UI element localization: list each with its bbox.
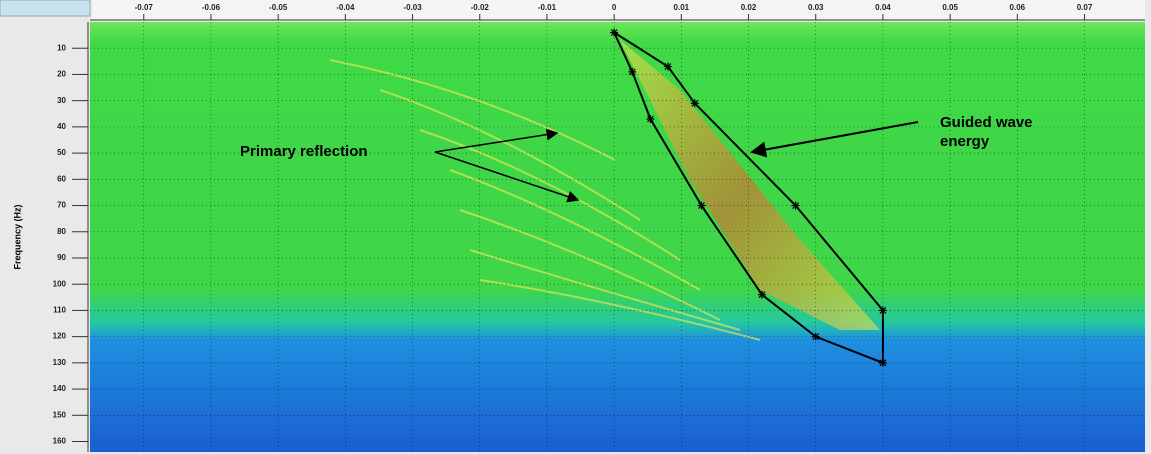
y-tick-label: 30 bbox=[57, 96, 66, 105]
x-tick-label: -0.06 bbox=[202, 3, 221, 12]
spectrum-image bbox=[90, 22, 1145, 452]
y-tick-label: 90 bbox=[57, 253, 66, 262]
y-axis-label: Frequency (Hz) bbox=[12, 204, 22, 269]
x-tick-label: 0.01 bbox=[674, 3, 690, 12]
x-tick-label: 0.02 bbox=[741, 3, 757, 12]
y-tick-label: 150 bbox=[53, 410, 67, 419]
y-tick-label: 60 bbox=[57, 174, 66, 183]
x-tick-label: -0.07 bbox=[135, 3, 154, 12]
top-axis-strip bbox=[92, 0, 1145, 20]
x-tick-label: 0.05 bbox=[942, 3, 958, 12]
x-tick-label: 0.04 bbox=[875, 3, 891, 12]
x-tick-label: -0.01 bbox=[538, 3, 557, 12]
y-tick-label: 100 bbox=[53, 279, 67, 288]
x-tick-label: -0.02 bbox=[471, 3, 490, 12]
y-tick-label: 160 bbox=[53, 437, 67, 446]
chart: Frequency (Hz) -0.07 -0.06 -0.05 -0.04 -0.03… bbox=[0, 0, 1151, 454]
y-tick-label: 110 bbox=[53, 306, 66, 315]
polygon-vertex bbox=[697, 202, 705, 210]
y-tick-label: 50 bbox=[57, 148, 66, 157]
polygon-vertex bbox=[879, 359, 887, 367]
x-tick-label: -0.05 bbox=[269, 3, 288, 12]
polygon-vertex bbox=[610, 28, 618, 36]
page: {"chart_data": {"type": "fk-spectrum", "… bbox=[0, 0, 1151, 454]
y-tick-label: 80 bbox=[57, 227, 66, 236]
corner-box bbox=[0, 0, 90, 16]
x-tick-label: 0.06 bbox=[1010, 3, 1026, 12]
x-tick-label: -0.04 bbox=[336, 3, 355, 12]
polygon-vertex bbox=[628, 68, 636, 76]
y-tick-label: 120 bbox=[53, 332, 67, 341]
polygon-vertex bbox=[664, 63, 672, 71]
polygon-vertex bbox=[646, 115, 654, 123]
polygon-vertex bbox=[691, 99, 699, 107]
x-tick-label: 0.03 bbox=[808, 3, 824, 12]
x-tick-label: 0 bbox=[612, 3, 617, 12]
x-tick-label: 0.07 bbox=[1077, 3, 1093, 12]
x-tick-label: -0.03 bbox=[403, 3, 422, 12]
polygon-vertex bbox=[758, 291, 766, 299]
y-tick-label: 10 bbox=[57, 43, 66, 52]
polygon-vertex bbox=[812, 333, 820, 341]
y-tick-label: 130 bbox=[53, 358, 67, 367]
spectrum-background bbox=[90, 22, 1145, 452]
annotation: energy bbox=[940, 133, 990, 150]
annotation: Guided wave bbox=[940, 114, 1033, 131]
polygon-vertex bbox=[879, 306, 887, 314]
y-tick-label: 40 bbox=[57, 122, 66, 131]
y-tick-label: 20 bbox=[57, 70, 66, 79]
polygon-vertex bbox=[792, 202, 800, 210]
y-tick-label: 70 bbox=[57, 201, 66, 210]
annotation: Primary reflection bbox=[240, 143, 368, 160]
y-tick-label: 140 bbox=[53, 384, 67, 393]
